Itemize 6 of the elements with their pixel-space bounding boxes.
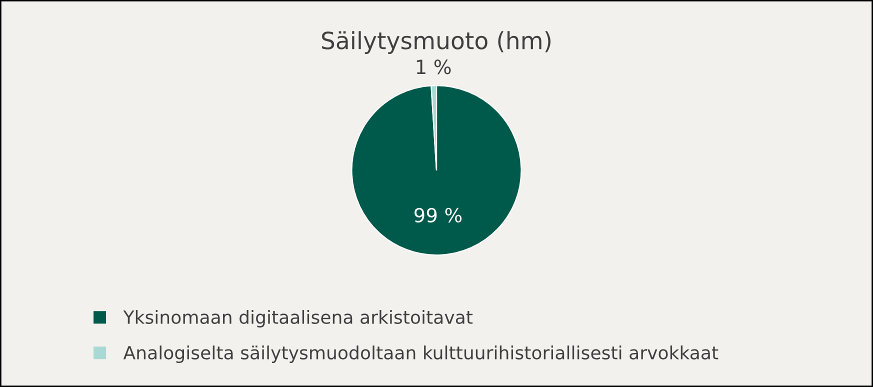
- data-label: 99 %: [414, 208, 462, 223]
- chart-title: Säilytysmuoto (hm): [322, 31, 551, 54]
- data-label: 1 %: [416, 60, 451, 74]
- legend-label: Analogiselta säilytysmuodoltaan kulttuurihistoriallisesti arvokkaat: [123, 346, 718, 364]
- legend-label: Yksinomaan digitaalisena arkistoitavat: [123, 310, 473, 328]
- pie-slice: [351, 84, 522, 256]
